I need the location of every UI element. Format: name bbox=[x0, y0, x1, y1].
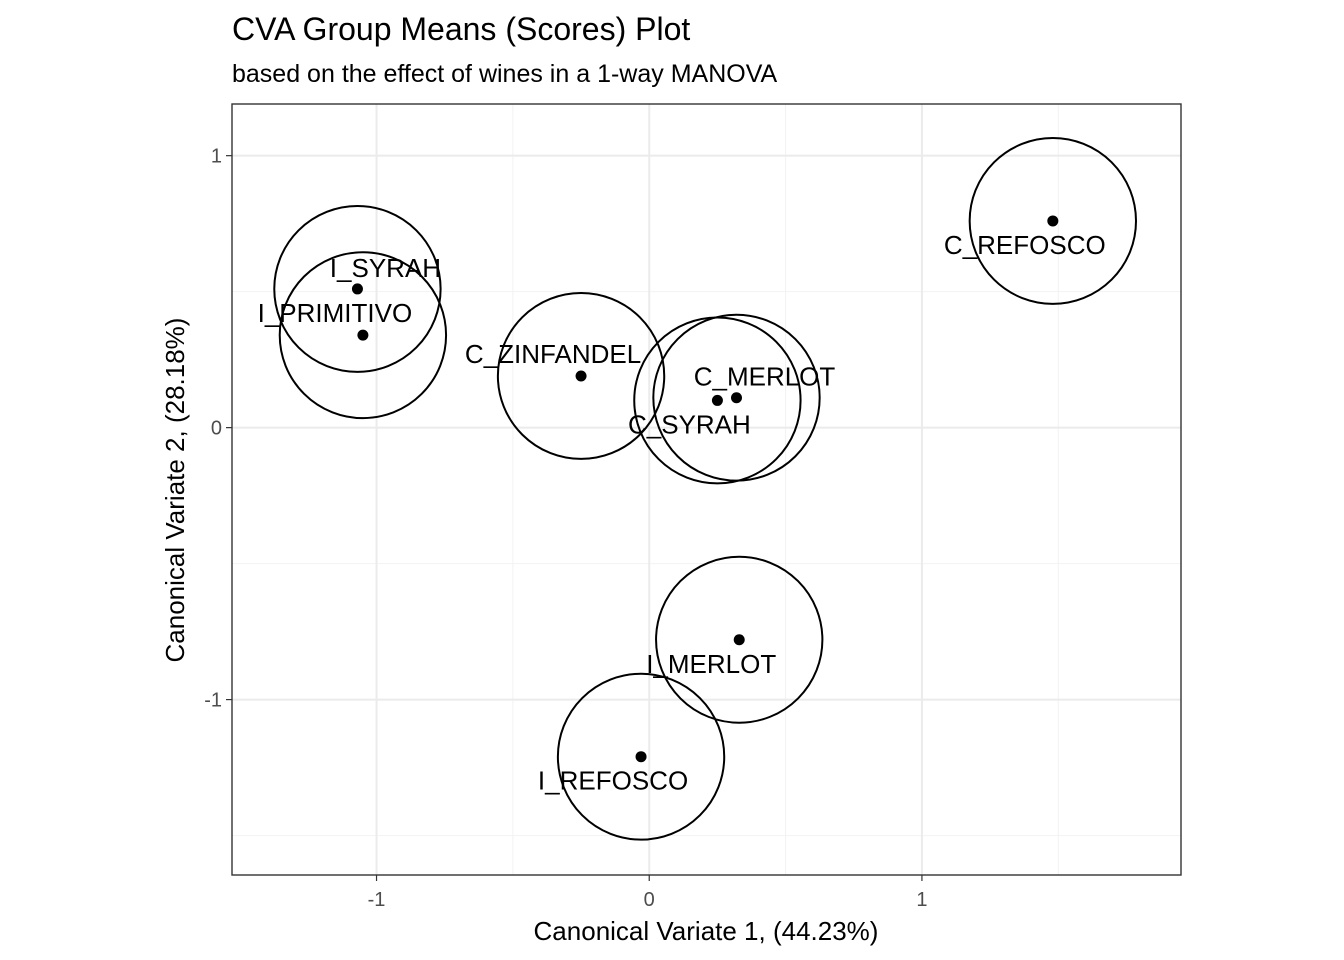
confidence-circle bbox=[633, 316, 802, 485]
confidence-circle bbox=[273, 204, 442, 373]
group-mean-point bbox=[351, 283, 363, 295]
y-axis: -1 0 1 bbox=[204, 146, 232, 712]
group-mean-point bbox=[730, 392, 742, 404]
panel-background bbox=[232, 104, 1181, 875]
confidence-circles bbox=[273, 136, 1138, 841]
point-label: C_REFOSCO bbox=[944, 230, 1106, 260]
point-label: C_MERLOT bbox=[694, 362, 836, 392]
point-label: I_SYRAH bbox=[330, 253, 441, 283]
point-label: I_REFOSCO bbox=[538, 766, 688, 796]
confidence-circle bbox=[278, 251, 448, 420]
group-mean-labels: C_REFOSCO I_SYRAH I_PRIMITIVO C_ZINFANDEL C_… bbox=[258, 230, 1106, 796]
point-label: C_SYRAH bbox=[628, 409, 751, 439]
group-mean-point bbox=[1047, 215, 1059, 227]
point-label: C_ZINFANDEL bbox=[465, 339, 641, 369]
group-mean-point bbox=[733, 634, 745, 646]
confidence-circle bbox=[968, 136, 1138, 305]
confidence-circle bbox=[655, 555, 824, 724]
confidence-circle bbox=[496, 292, 666, 460]
x-tick-label: 0 bbox=[644, 889, 655, 911]
major-gridlines bbox=[232, 104, 1181, 875]
chart-title: CVA Group Means (Scores) Plot bbox=[232, 11, 690, 47]
y-tick-label: 0 bbox=[211, 418, 222, 440]
group-mean-point bbox=[635, 751, 647, 763]
plot-panel: C_REFOSCO I_SYRAH I_PRIMITIVO C_ZINFANDEL C_… bbox=[231, 103, 1182, 876]
chart-subtitle: based on the effect of wines in a 1-way … bbox=[232, 60, 778, 88]
group-mean-point bbox=[711, 394, 723, 406]
y-tick-label: 1 bbox=[211, 146, 222, 168]
x-tick-label: 1 bbox=[916, 889, 927, 911]
point-label: I_MERLOT bbox=[646, 649, 776, 679]
y-tick-label: -1 bbox=[204, 690, 222, 712]
x-tick-label: -1 bbox=[368, 889, 386, 911]
confidence-circle bbox=[556, 672, 726, 841]
x-axis: -1 0 1 bbox=[368, 875, 927, 911]
point-label: I_PRIMITIVO bbox=[258, 298, 413, 328]
group-mean-point bbox=[357, 329, 369, 341]
group-mean-points bbox=[351, 215, 1059, 763]
x-axis-title: Canonical Variate 1, (44.23%) bbox=[534, 916, 879, 946]
group-mean-point bbox=[575, 370, 587, 382]
y-axis-title: Canonical Variate 2, (28.18%) bbox=[160, 318, 190, 663]
panel-border bbox=[231, 103, 1182, 876]
